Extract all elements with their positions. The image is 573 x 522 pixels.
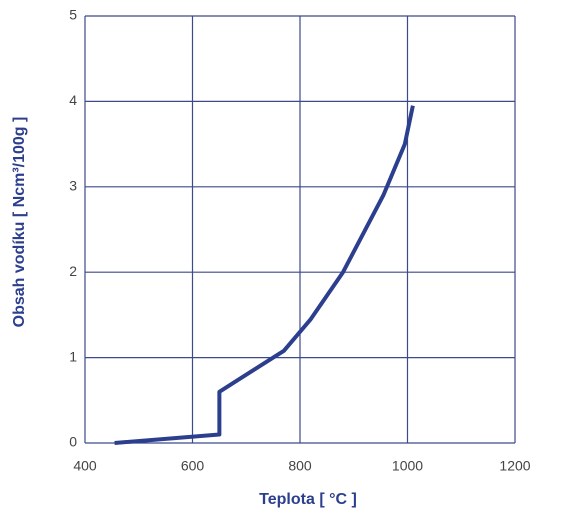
y-axis-title: Obsah vodíku [ Ncm³/100g ] [11, 117, 28, 328]
x-tick-label: 1000 [392, 458, 423, 474]
x-tick-label: 400 [73, 458, 97, 474]
y-tick-label: 3 [69, 178, 77, 194]
data-line [114, 105, 415, 445]
y-tick-label: 5 [69, 7, 77, 23]
y-tick-label: 0 [69, 434, 77, 450]
x-tick-label: 800 [288, 458, 312, 474]
y-tick-label: 2 [69, 263, 77, 279]
x-tick-label: 1200 [499, 458, 530, 474]
x-axis-title: Teplota [ °C ] [259, 491, 357, 508]
y-tick-label: 1 [69, 348, 77, 364]
x-tick-label: 600 [181, 458, 205, 474]
y-tick-label: 4 [69, 92, 77, 108]
